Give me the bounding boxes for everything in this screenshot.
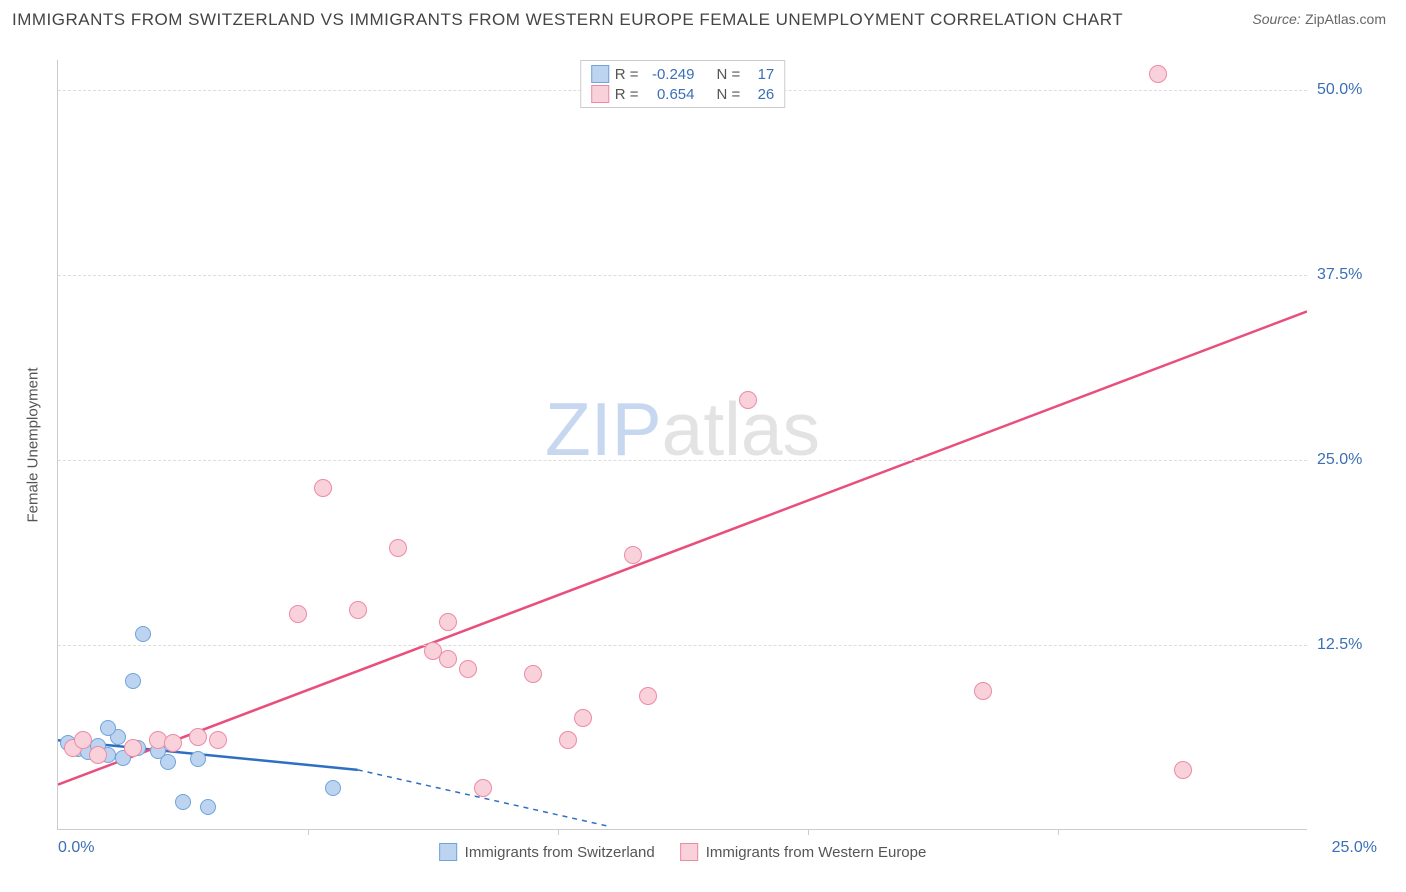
data-point-switzerland: [135, 626, 151, 642]
swatch-pink: [591, 85, 609, 103]
r-label: R =: [615, 86, 639, 103]
data-point-western_europe: [739, 391, 757, 409]
correlation-row-0: R = -0.249 N = 17: [591, 64, 775, 84]
data-point-western_europe: [439, 650, 457, 668]
y-tick-label: 50.0%: [1317, 81, 1382, 99]
data-point-western_europe: [164, 734, 182, 752]
data-point-western_europe: [974, 682, 992, 700]
x-tick-0: 0.0%: [58, 839, 94, 857]
correlation-row-1: R = 0.654 N = 26: [591, 84, 775, 104]
data-point-western_europe: [314, 479, 332, 497]
legend-label-1: Immigrants from Western Europe: [706, 844, 927, 861]
y-tick-label: 12.5%: [1317, 636, 1382, 654]
x-tick: [308, 829, 309, 835]
data-point-western_europe: [624, 546, 642, 564]
n-value-0: 17: [746, 66, 774, 83]
data-point-western_europe: [574, 709, 592, 727]
data-point-western_europe: [439, 613, 457, 631]
source-value: ZipAtlas.com: [1305, 11, 1386, 27]
data-point-western_europe: [1174, 761, 1192, 779]
legend-item-0: Immigrants from Switzerland: [439, 843, 655, 861]
data-point-western_europe: [459, 660, 477, 678]
gridline: [58, 645, 1307, 646]
data-point-western_europe: [639, 687, 657, 705]
n-label: N =: [717, 86, 741, 103]
data-point-western_europe: [524, 665, 542, 683]
swatch-blue: [591, 65, 609, 83]
x-tick-25: 25.0%: [1332, 839, 1377, 857]
y-tick-label: 37.5%: [1317, 266, 1382, 284]
data-point-western_europe: [74, 731, 92, 749]
source-label: Source:: [1252, 11, 1300, 27]
gridline: [58, 275, 1307, 276]
data-point-western_europe: [559, 731, 577, 749]
data-point-western_europe: [474, 779, 492, 797]
data-point-western_europe: [209, 731, 227, 749]
chart-container: ZIPatlas Female Unemployment R = -0.249 …: [12, 40, 1394, 860]
data-point-western_europe: [349, 601, 367, 619]
chart-title: IMMIGRANTS FROM SWITZERLAND VS IMMIGRANT…: [12, 10, 1123, 30]
r-label: R =: [615, 66, 639, 83]
correlation-legend: R = -0.249 N = 17 R = 0.654 N = 26: [580, 60, 786, 108]
swatch-blue: [439, 843, 457, 861]
legend-item-1: Immigrants from Western Europe: [680, 843, 927, 861]
swatch-pink: [680, 843, 698, 861]
data-point-switzerland: [325, 780, 341, 796]
data-point-western_europe: [189, 728, 207, 746]
y-tick-label: 25.0%: [1317, 451, 1382, 469]
r-value-0: -0.249: [645, 66, 695, 83]
data-point-western_europe: [389, 539, 407, 557]
data-point-western_europe: [1149, 65, 1167, 83]
data-point-switzerland: [175, 794, 191, 810]
gridline: [58, 460, 1307, 461]
data-point-switzerland: [200, 799, 216, 815]
x-tick: [808, 829, 809, 835]
watermark-zip: ZIP: [545, 387, 662, 471]
data-point-western_europe: [89, 746, 107, 764]
x-tick: [1058, 829, 1059, 835]
x-tick: [558, 829, 559, 835]
legend-label-0: Immigrants from Switzerland: [465, 844, 655, 861]
series-legend: Immigrants from Switzerland Immigrants f…: [439, 843, 927, 861]
trend-lines-svg: [58, 60, 1307, 829]
n-value-1: 26: [746, 86, 774, 103]
data-point-western_europe: [124, 739, 142, 757]
n-label: N =: [717, 66, 741, 83]
plot-area: ZIPatlas Female Unemployment R = -0.249 …: [57, 60, 1307, 830]
data-point-switzerland: [100, 720, 116, 736]
source-attribution: Source: ZipAtlas.com: [1252, 11, 1386, 29]
trend-line-western_europe: [58, 311, 1307, 784]
r-value-1: 0.654: [645, 86, 695, 103]
data-point-switzerland: [125, 673, 141, 689]
data-point-switzerland: [160, 754, 176, 770]
y-axis-label: Female Unemployment: [25, 367, 42, 522]
data-point-switzerland: [190, 751, 206, 767]
data-point-western_europe: [289, 605, 307, 623]
